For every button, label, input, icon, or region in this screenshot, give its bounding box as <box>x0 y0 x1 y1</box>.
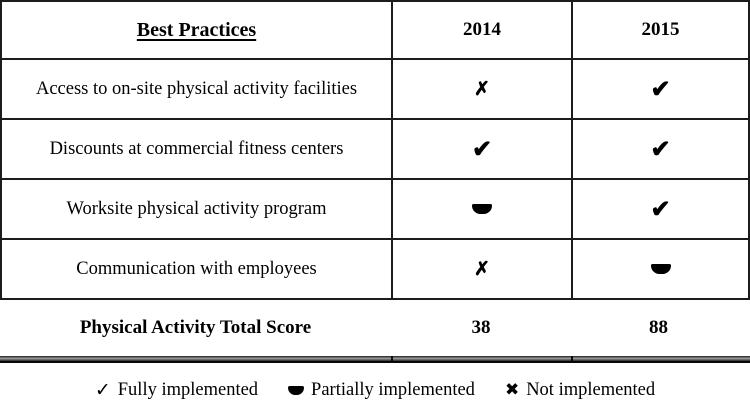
legend-item-partially-implemented: Partially implemented <box>288 380 475 401</box>
practice-label: Worksite physical activity program <box>2 180 393 238</box>
partially-implemented-icon <box>288 386 305 395</box>
year-2014-heading: 2014 <box>463 19 501 40</box>
fully-implemented-icon: ✓ <box>94 379 111 401</box>
fully-implemented-icon: ✔ <box>650 196 671 223</box>
table-bottom-double-rule <box>0 356 750 363</box>
total-score-2015: 88 <box>649 317 668 338</box>
best-practices-heading: Best Practices <box>136 18 257 41</box>
status-cell-2015 <box>573 240 748 298</box>
legend-label: Fully implemented <box>117 380 259 400</box>
legend: ✓ Fully implemented Partially implemente… <box>0 380 750 401</box>
table-row: Discounts at commercial fitness centers … <box>2 120 748 180</box>
best-practices-table: Best Practices 2014 2015 Access to on-si… <box>0 0 750 300</box>
header-cell-2015: 2015 <box>573 2 748 58</box>
column-divider-tick <box>571 356 573 363</box>
legend-label: Partially implemented <box>311 380 475 400</box>
partially-implemented-icon <box>472 204 492 214</box>
table-row: Communication with employees ✗ <box>2 240 748 298</box>
column-divider-tick <box>391 356 393 363</box>
legend-item-fully-implemented: ✓ Fully implemented <box>95 380 258 401</box>
table-row: Worksite physical activity program ✔ <box>2 180 748 240</box>
year-2015-heading: 2015 <box>641 19 680 40</box>
not-implemented-icon: ✗ <box>393 60 573 118</box>
table-header-row: Best Practices 2014 2015 <box>2 2 748 60</box>
fully-implemented-icon: ✔ <box>650 136 671 163</box>
fully-implemented-icon: ✔ <box>650 76 671 103</box>
practice-label: Communication with employees <box>2 240 393 298</box>
legend-label: Not implemented <box>526 380 656 400</box>
fully-implemented-icon: ✔ <box>393 120 573 178</box>
not-implemented-icon: ✗ <box>393 240 573 298</box>
total-score-row: Physical Activity Total Score 38 88 <box>0 300 750 356</box>
total-score-label: Physical Activity Total Score <box>79 317 312 338</box>
total-score-2014: 38 <box>471 317 491 338</box>
legend-item-not-implemented: ✖ Not implemented <box>505 380 655 401</box>
not-implemented-icon: ✖ <box>504 380 520 400</box>
status-cell-2014 <box>393 180 573 238</box>
header-cell-2014: 2014 <box>393 2 573 58</box>
table-row: Access to on-site physical activity faci… <box>2 60 748 120</box>
partially-implemented-icon <box>650 264 671 274</box>
practice-label: Discounts at commercial fitness centers <box>2 120 393 178</box>
practice-label: Access to on-site physical activity faci… <box>2 60 393 118</box>
header-cell-best-practices: Best Practices <box>2 2 393 58</box>
